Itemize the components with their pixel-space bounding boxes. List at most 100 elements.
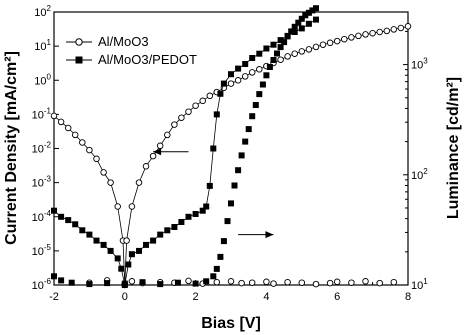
data-point <box>271 281 277 287</box>
y-left-tick-label: 10-3 <box>32 175 52 190</box>
data-point <box>271 42 277 48</box>
data-point <box>242 139 248 145</box>
data-point <box>175 280 181 286</box>
data-point <box>377 29 383 35</box>
data-point <box>157 232 163 238</box>
data-point <box>118 266 124 272</box>
data-point <box>292 51 298 57</box>
x-tick-label: -2 <box>49 291 59 303</box>
data-point <box>363 279 369 285</box>
x-tick-label: 6 <box>334 291 340 303</box>
data-point <box>217 254 223 260</box>
y-axis-left: 10-6 10-5 10-4 10-3 10-2 10-1 100 101 102 <box>32 4 59 292</box>
legend-marker-almoo3-pedot <box>76 57 83 64</box>
data-point <box>267 64 273 70</box>
y-left-tick-label: 102 <box>34 4 51 19</box>
data-point <box>278 57 284 63</box>
data-point <box>72 132 78 138</box>
data-point <box>157 143 163 149</box>
y-left-tick-label: 10-1 <box>32 106 52 121</box>
data-point <box>80 140 86 146</box>
data-point <box>225 218 231 224</box>
data-point <box>171 224 177 230</box>
data-point <box>242 61 248 67</box>
data-point <box>356 33 362 39</box>
data-point <box>207 183 213 189</box>
data-point <box>221 81 227 87</box>
data-point <box>249 55 255 61</box>
data-point <box>217 91 223 97</box>
data-point <box>327 40 333 46</box>
data-point <box>143 164 149 170</box>
data-point <box>104 280 110 286</box>
data-point <box>122 281 128 287</box>
data-point <box>327 280 333 286</box>
data-point <box>299 280 305 286</box>
data-point <box>313 5 319 11</box>
y-left-tick-label: 10-6 <box>32 277 52 292</box>
data-point <box>384 28 390 34</box>
data-point <box>136 180 142 186</box>
data-point <box>58 214 64 220</box>
data-point <box>342 36 348 42</box>
data-point <box>370 30 376 36</box>
y-right-tick-label: 101 <box>411 277 428 292</box>
data-point <box>79 227 85 233</box>
y-axis-right-title: Luminance [cd/m²] <box>445 77 462 219</box>
data-point <box>108 248 114 254</box>
x-tick-label: 8 <box>405 291 411 303</box>
data-point <box>306 47 312 53</box>
data-point <box>203 278 209 284</box>
data-point <box>101 242 107 248</box>
data-point <box>249 113 255 119</box>
y-left-tick-label: 100 <box>34 72 51 87</box>
y-left-tick-label: 101 <box>34 38 51 53</box>
data-point <box>157 281 163 287</box>
data-point <box>108 180 114 186</box>
data-point <box>86 281 92 287</box>
data-point <box>232 183 238 189</box>
data-point <box>260 82 266 88</box>
annotation-arrow-head <box>265 231 273 238</box>
data-point <box>193 281 199 287</box>
data-point <box>246 126 252 132</box>
data-point <box>165 132 171 138</box>
data-point <box>136 248 142 254</box>
data-point <box>306 21 312 27</box>
data-point <box>140 279 146 285</box>
data-point <box>391 27 397 33</box>
data-point <box>72 221 78 227</box>
data-point <box>349 35 355 41</box>
data-point <box>58 119 64 125</box>
data-point <box>124 238 130 244</box>
y-left-tick-label: 10-4 <box>32 209 52 224</box>
data-point <box>249 280 255 286</box>
data-point <box>221 238 227 244</box>
data-point <box>313 44 319 50</box>
x-tick-label: 4 <box>263 291 269 303</box>
data-point <box>334 279 340 285</box>
annotations <box>153 148 273 238</box>
data-point <box>94 156 100 162</box>
data-point <box>178 219 184 225</box>
data-point <box>86 232 92 238</box>
data-point <box>125 262 131 268</box>
data-point <box>263 72 269 78</box>
data-point <box>239 152 245 158</box>
legend-label-almoo3: Al/MoO3 <box>98 34 149 49</box>
data-point <box>200 98 206 104</box>
data-point <box>299 49 305 55</box>
data-point <box>256 91 262 97</box>
data-point <box>256 51 262 57</box>
y-axis-left-title: Current Density [mA/cm²] <box>3 51 20 245</box>
data-point <box>172 122 178 128</box>
data-point <box>214 266 220 272</box>
data-point <box>334 38 340 44</box>
data-point <box>129 204 135 210</box>
x-axis-title: Bias [V] <box>201 315 261 332</box>
data-point <box>143 242 149 248</box>
data-point <box>101 170 107 176</box>
data-point <box>271 57 277 63</box>
data-point <box>264 279 270 285</box>
data-point <box>242 74 248 80</box>
